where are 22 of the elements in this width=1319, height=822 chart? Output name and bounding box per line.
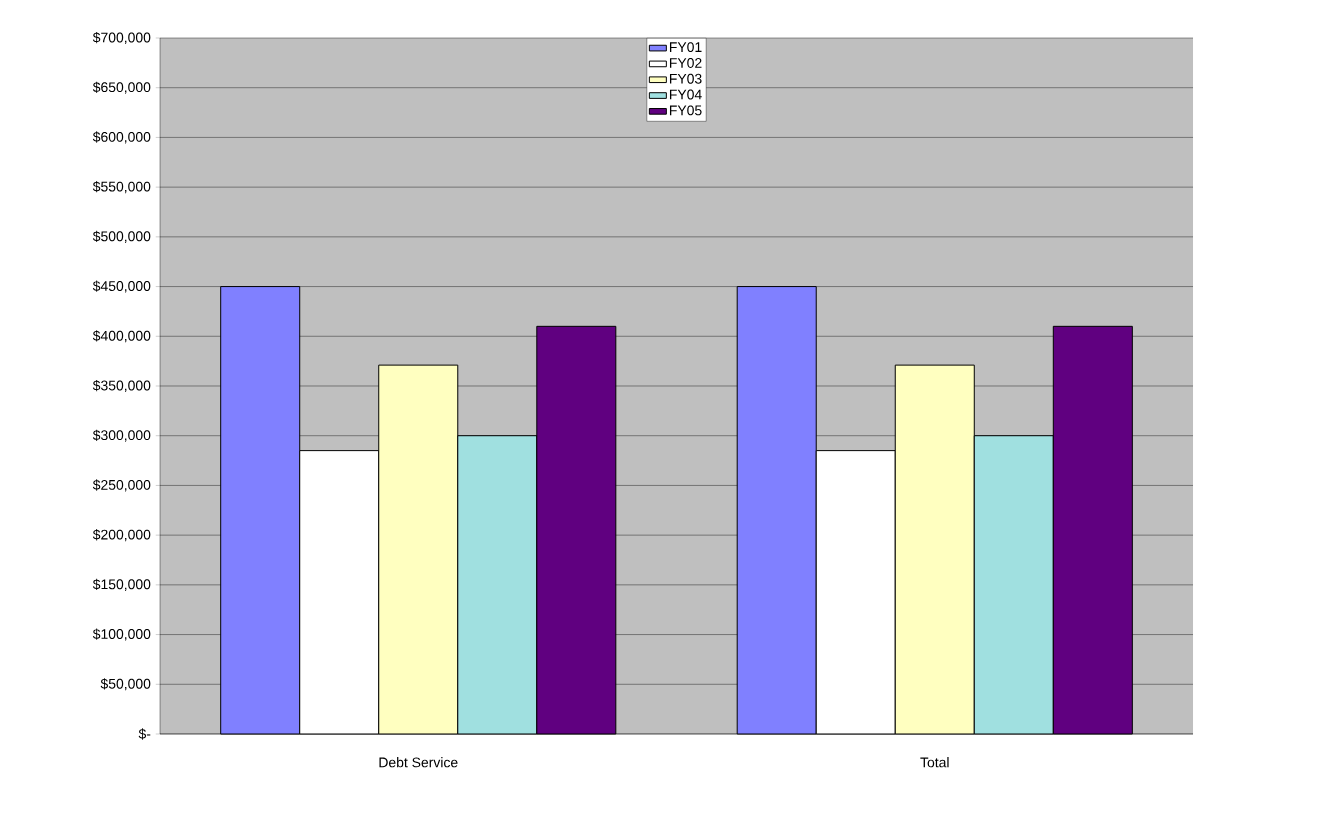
legend-label: FY04 — [669, 89, 702, 100]
legend-label: FY03 — [669, 73, 702, 84]
legend-label: FY02 — [669, 57, 702, 68]
legend-label: FY01 — [669, 42, 702, 53]
y-tick-label: $650,000 — [92, 81, 151, 94]
y-tick-label: $450,000 — [92, 280, 151, 293]
y-tick-label: $- — [138, 728, 151, 740]
y-tick-label: $500,000 — [92, 230, 151, 243]
legend-label: FY05 — [669, 105, 702, 116]
y-tick-label: $150,000 — [92, 578, 151, 591]
x-tick-label: Total — [920, 757, 949, 768]
y-tick-label: $50,000 — [100, 678, 151, 691]
y-tick-label: $250,000 — [92, 479, 151, 492]
y-tick-label: $700,000 — [92, 31, 151, 45]
y-tick-label: $300,000 — [92, 429, 151, 442]
y-tick-label: $100,000 — [92, 628, 151, 641]
y-tick-label: $200,000 — [92, 529, 151, 542]
y-tick-label: $350,000 — [92, 379, 151, 393]
y-tick-label: $600,000 — [92, 131, 151, 144]
y-tick-label: $400,000 — [92, 330, 151, 343]
x-tick-label: Debt Service — [379, 757, 458, 768]
y-tick-label: $550,000 — [92, 181, 151, 194]
